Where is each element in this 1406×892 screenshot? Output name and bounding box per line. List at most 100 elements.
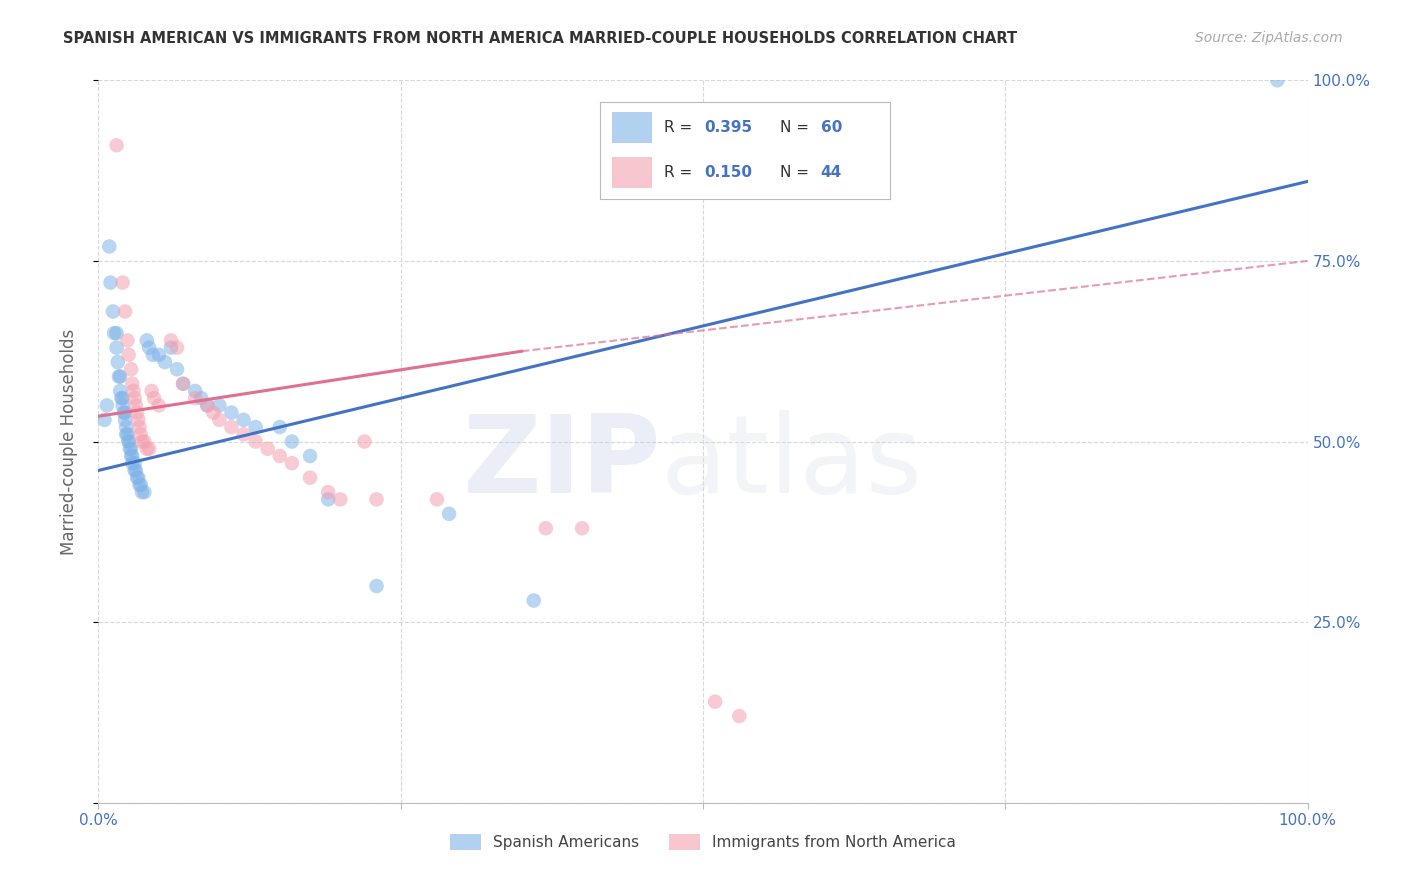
Point: [366, 579, 388, 593]
Point: [120, 362, 142, 376]
Point: [245, 434, 267, 449]
Point: [153, 355, 176, 369]
Point: [98, 239, 121, 253]
Point: [111, 391, 134, 405]
Point: [114, 406, 136, 420]
Point: [141, 384, 163, 398]
Point: [534, 521, 557, 535]
Point: [105, 326, 128, 340]
Point: [111, 398, 134, 412]
Point: [114, 413, 136, 427]
Text: SPANISH AMERICAN VS IMMIGRANTS FROM NORTH AMERICA MARRIED-COUPLE HOUSEHOLDS CORR: SPANISH AMERICAN VS IMMIGRANTS FROM NORT…: [63, 31, 1018, 46]
Legend: Spanish Americans, Immigrants from North America: Spanish Americans, Immigrants from North…: [444, 829, 962, 856]
Point: [208, 398, 231, 412]
Point: [172, 376, 194, 391]
Point: [138, 341, 160, 355]
Point: [138, 442, 160, 456]
Point: [437, 507, 460, 521]
Point: [105, 138, 128, 153]
Point: [232, 413, 254, 427]
Point: [110, 391, 132, 405]
Text: ZIP: ZIP: [463, 410, 661, 516]
Point: [108, 369, 131, 384]
Point: [115, 420, 138, 434]
Point: [1267, 73, 1289, 87]
Point: [299, 449, 322, 463]
Point: [184, 391, 207, 405]
Point: [120, 442, 142, 456]
Point: [120, 449, 142, 463]
Point: [103, 326, 125, 340]
Point: [127, 470, 149, 484]
Point: [129, 478, 152, 492]
Point: [125, 463, 148, 477]
Y-axis label: Married-couple Households: Married-couple Households: [59, 328, 77, 555]
Point: [202, 406, 225, 420]
Point: [128, 478, 150, 492]
Point: [134, 434, 156, 449]
Point: [118, 442, 141, 456]
Point: [100, 276, 122, 290]
Point: [166, 362, 188, 376]
Point: [353, 434, 375, 449]
Point: [93, 413, 115, 427]
Point: [125, 398, 148, 412]
Point: [121, 456, 143, 470]
Point: [114, 304, 136, 318]
Point: [118, 348, 141, 362]
Point: [108, 369, 131, 384]
Text: Source: ZipAtlas.com: Source: ZipAtlas.com: [1195, 31, 1343, 45]
Point: [124, 463, 146, 477]
Point: [148, 398, 170, 412]
Point: [269, 420, 291, 434]
Point: [221, 420, 243, 434]
Point: [195, 398, 218, 412]
Point: [117, 334, 139, 348]
Point: [166, 341, 188, 355]
Point: [134, 485, 156, 500]
Point: [128, 420, 150, 434]
Point: [121, 376, 143, 391]
Point: [122, 384, 145, 398]
Point: [112, 406, 135, 420]
Point: [124, 456, 146, 470]
Point: [256, 442, 278, 456]
Point: [135, 334, 157, 348]
Point: [172, 376, 194, 391]
Point: [184, 384, 207, 398]
Point: [131, 485, 153, 500]
Point: [118, 434, 141, 449]
Point: [107, 355, 129, 369]
Point: [111, 276, 134, 290]
Point: [148, 348, 170, 362]
Point: [127, 413, 149, 427]
Text: atlas: atlas: [661, 410, 922, 516]
Point: [221, 406, 243, 420]
Point: [728, 709, 751, 723]
Point: [269, 449, 291, 463]
Point: [426, 492, 449, 507]
Point: [208, 413, 231, 427]
Point: [195, 398, 218, 412]
Point: [101, 304, 124, 318]
Point: [127, 406, 149, 420]
Point: [523, 593, 546, 607]
Point: [96, 398, 118, 412]
Point: [571, 521, 593, 535]
Point: [105, 341, 128, 355]
Point: [143, 391, 166, 405]
Point: [160, 341, 183, 355]
Point: [281, 456, 304, 470]
Point: [704, 695, 727, 709]
Point: [142, 348, 165, 362]
Point: [160, 334, 183, 348]
Point: [127, 470, 149, 484]
Point: [129, 427, 152, 442]
Point: [118, 434, 141, 449]
Point: [366, 492, 388, 507]
Point: [124, 391, 146, 405]
Point: [245, 420, 267, 434]
Point: [190, 391, 212, 405]
Point: [117, 427, 139, 442]
Point: [115, 427, 138, 442]
